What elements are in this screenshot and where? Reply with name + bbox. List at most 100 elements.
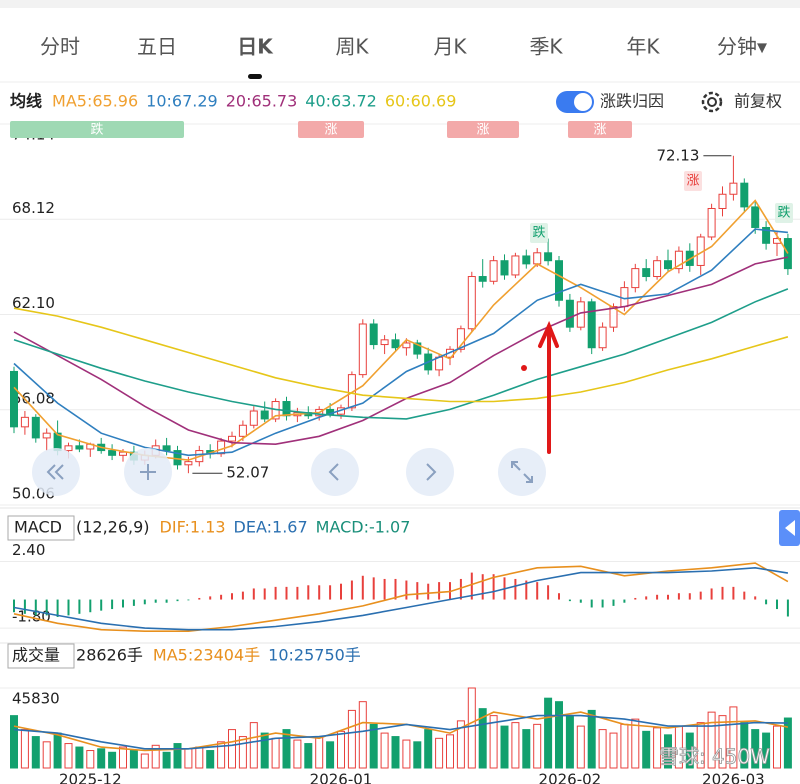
volume-bar (565, 715, 574, 769)
candle-body (653, 260, 662, 278)
tag-label: 跌 (532, 225, 545, 241)
volume-box[interactable] (7, 643, 75, 669)
y-tick-label: 45830 (12, 690, 60, 708)
volume-bar (446, 734, 454, 769)
legend-entry: MA5:65.96 (52, 92, 138, 111)
candle-body (173, 450, 182, 466)
tab-indicator (248, 74, 262, 79)
tab[interactable]: 五日 (137, 35, 177, 59)
adjust-label[interactable]: 前复权 (734, 92, 782, 111)
candle-body (718, 193, 727, 209)
candle-body (42, 432, 51, 439)
line (13, 714, 788, 750)
candle-body (162, 445, 171, 452)
volume-bar (64, 743, 73, 769)
next-button[interactable] (406, 448, 454, 496)
tab[interactable]: 季K (529, 35, 563, 59)
volume-bar (773, 725, 781, 769)
tab[interactable]: 分时 (40, 35, 80, 59)
current-volume: 28626手 (76, 646, 143, 665)
high-label: 72.13 (656, 146, 699, 164)
line (13, 256, 789, 446)
signal-band (447, 121, 519, 138)
volume-bar (326, 741, 335, 769)
line (13, 566, 789, 631)
legend-entry: 60:60.69 (385, 92, 457, 111)
volume-bar (119, 746, 127, 769)
candle-body (456, 328, 465, 350)
candle-body (555, 260, 563, 301)
candle-body (238, 424, 247, 437)
volume-bar (358, 701, 367, 769)
line (13, 228, 788, 457)
volume-bar (304, 743, 313, 769)
fullscreen-button[interactable] (498, 448, 546, 496)
candle-body (609, 306, 618, 328)
candle-body (260, 410, 269, 420)
tab-bar: 分时 五日 日K 周K 月K 季K 年K 分钟▾ (40, 35, 767, 59)
tab[interactable]: 年K (626, 35, 660, 59)
line (13, 562, 789, 632)
volume-bar (140, 753, 149, 769)
volume-bar (162, 751, 171, 769)
volume-bar (249, 722, 258, 769)
candle-body (108, 450, 117, 456)
volume-bar (424, 729, 433, 769)
candle-body (64, 445, 73, 452)
macd-box[interactable] (7, 515, 75, 541)
volume-bar (228, 729, 236, 769)
volume-bar (282, 729, 291, 769)
volume-bar (86, 750, 95, 769)
line (13, 288, 789, 420)
controls (32, 448, 546, 496)
tab[interactable]: 周K (335, 35, 369, 59)
legend-entry: DIF:1.13 (160, 518, 226, 537)
adjust-icon[interactable] (701, 91, 723, 113)
candle-body (184, 461, 193, 466)
volume-bar (195, 746, 204, 769)
tag-bg (530, 223, 548, 243)
candle-body (119, 451, 127, 456)
prev-button[interactable] (311, 448, 359, 496)
tab[interactable]: 日K (237, 35, 274, 59)
signal-band (568, 121, 632, 138)
volume-bar (511, 722, 520, 769)
control-icons (46, 461, 533, 483)
volume-bar (260, 732, 269, 769)
drawn-dot (521, 365, 527, 371)
x-tick-label: 2026-01 (310, 771, 373, 784)
legend-entry: 10:67.29 (146, 92, 218, 111)
legend-entry: DEA:1.67 (234, 518, 308, 537)
volume-bar (369, 723, 378, 769)
volume-bar (456, 720, 465, 769)
candle-body (587, 301, 596, 349)
panel-title: MACD (14, 518, 62, 537)
tab[interactable]: 月K (433, 35, 467, 59)
volume-bar (576, 725, 585, 769)
volume-bar (315, 736, 324, 769)
volume-bar (489, 715, 498, 769)
volume-bar (707, 711, 716, 769)
volume-bar (271, 737, 280, 769)
x-tick-label: 2026-03 (702, 771, 765, 784)
toggle-label[interactable]: 涨跌归因 (600, 92, 664, 111)
candle-body (489, 260, 498, 282)
candle-body (413, 342, 422, 355)
signal-band (10, 121, 184, 138)
candle-body (598, 326, 607, 349)
volume-bar (184, 748, 193, 769)
candle-body (228, 435, 236, 442)
candle-body (544, 252, 553, 262)
signal-label: 涨 (593, 123, 606, 138)
tab[interactable]: 分钟▾ (717, 35, 767, 59)
tag-bg (775, 203, 793, 223)
volume-bar (402, 739, 411, 769)
volume-bar (151, 744, 160, 769)
candle-body (75, 445, 84, 450)
volume-bar (380, 732, 389, 769)
volume-bar (293, 739, 302, 769)
candle-body (631, 268, 640, 289)
signal-label: 涨 (324, 123, 337, 138)
